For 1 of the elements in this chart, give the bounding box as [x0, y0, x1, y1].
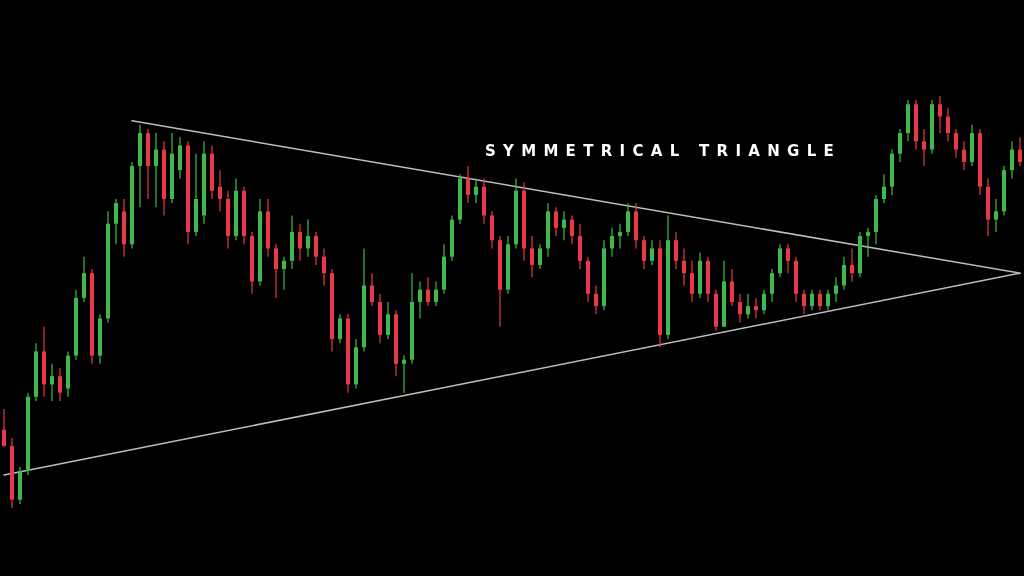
- text: SYMMETRICAL TRIANGLE: [484, 142, 842, 160]
